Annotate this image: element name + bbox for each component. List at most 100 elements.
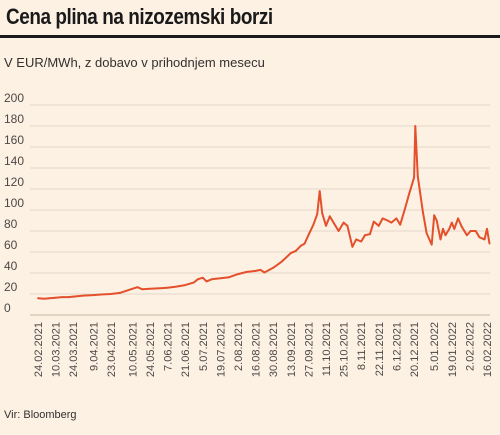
data-point: [460, 225, 463, 228]
data-point: [457, 217, 459, 220]
y-tick-label: 0: [4, 301, 11, 315]
x-tick-label: 2.02.2022: [464, 322, 476, 371]
title-rule: [0, 35, 500, 38]
x-tick-label: 16.02.2022: [482, 322, 494, 377]
data-point: [395, 217, 398, 220]
x-tick-label: 13.09.2021: [286, 322, 298, 377]
data-point: [228, 276, 231, 279]
data-point: [486, 228, 488, 230]
data-point: [294, 250, 297, 252]
chart-subtitle: V EUR/MWh, z dobavo v prihodnjem mesecu: [4, 55, 265, 70]
data-point: [281, 260, 283, 263]
data-point: [488, 242, 491, 245]
data-point: [408, 193, 410, 196]
data-point: [307, 234, 310, 237]
data-point: [303, 242, 306, 245]
data-point: [478, 236, 481, 239]
data-point: [442, 228, 444, 230]
x-tick-label: 27.09.2021: [303, 322, 315, 377]
data-point: [369, 233, 371, 236]
data-point: [483, 238, 486, 241]
data-point: [100, 293, 102, 296]
data-point: [166, 286, 169, 289]
x-tick-label: 24.05.2021: [145, 322, 157, 377]
data-point: [141, 288, 144, 291]
data-point: [72, 295, 75, 298]
data-point: [312, 223, 315, 226]
data-point: [259, 269, 262, 271]
data-point: [469, 230, 472, 232]
chart-title: Cena plina na nizozemski borzi: [6, 4, 273, 29]
data-point: [131, 287, 134, 290]
data-point: [450, 221, 453, 224]
y-tick-label: 160: [4, 133, 24, 147]
data-point: [300, 244, 302, 247]
data-point: [321, 212, 324, 215]
x-tick-label: 20.12.2021: [409, 322, 421, 377]
x-tick-label: 16.08.2021: [251, 322, 263, 377]
y-tick-label: 180: [4, 112, 24, 126]
data-point: [92, 294, 95, 296]
x-tick-label: 25.10.2021: [339, 322, 351, 377]
data-point: [346, 224, 349, 227]
data-point: [351, 245, 354, 248]
data-point: [448, 228, 451, 230]
data-point: [82, 294, 85, 297]
x-tick-label: 19.01.2022: [447, 322, 459, 377]
data-point: [201, 276, 204, 279]
x-tick-label: 8.11.2021: [356, 322, 368, 370]
y-tick-label: 140: [4, 154, 24, 168]
y-tick-label: 100: [4, 196, 24, 210]
data-point: [193, 281, 195, 284]
data-point: [355, 238, 358, 241]
data-point: [444, 234, 447, 237]
data-point: [110, 293, 112, 295]
y-tick-label: 120: [4, 175, 24, 189]
x-tick-label: 22.11.2021: [374, 322, 386, 376]
y-tick-label: 60: [4, 238, 18, 252]
data-point: [399, 223, 402, 226]
data-point: [453, 228, 456, 230]
data-point: [381, 217, 384, 220]
data-point: [425, 232, 428, 235]
data-point: [245, 271, 248, 273]
y-tick-label: 20: [4, 280, 18, 294]
data-point: [433, 214, 436, 217]
data-point: [219, 277, 222, 280]
data-point: [414, 125, 417, 127]
x-tick-label: 21.06.2021: [180, 322, 192, 377]
data-point: [196, 278, 199, 281]
data-point: [272, 266, 275, 269]
data-point: [360, 240, 363, 243]
y-tick-label: 200: [4, 91, 24, 105]
data-point: [254, 270, 257, 272]
data-point: [210, 278, 213, 281]
data-point: [316, 213, 319, 216]
data-point: [67, 296, 70, 298]
x-tick-label: 7.06.2021: [163, 322, 175, 371]
x-tick-label: 10.05.2021: [127, 322, 139, 377]
source-note: Vir: Bloomberg: [4, 409, 77, 421]
data-point: [333, 223, 336, 226]
data-point: [416, 175, 419, 178]
x-tick-label: 6.12.2021: [391, 322, 403, 371]
data-point: [61, 296, 63, 298]
data-point: [118, 292, 121, 294]
data-point: [43, 297, 46, 300]
data-point: [337, 230, 340, 232]
x-tick-label: 11.10.2021: [321, 322, 333, 376]
data-point: [136, 286, 139, 289]
data-point: [390, 221, 393, 224]
data-point: [325, 224, 327, 227]
data-point: [125, 290, 127, 292]
data-point: [422, 211, 424, 214]
data-point: [289, 252, 292, 255]
x-tick-label: 24.02.2021: [33, 322, 45, 377]
data-point: [328, 215, 331, 218]
data-point: [439, 238, 442, 241]
data-point: [430, 243, 433, 246]
data-point: [263, 271, 266, 274]
data-point: [175, 285, 178, 288]
data-point: [149, 287, 151, 290]
